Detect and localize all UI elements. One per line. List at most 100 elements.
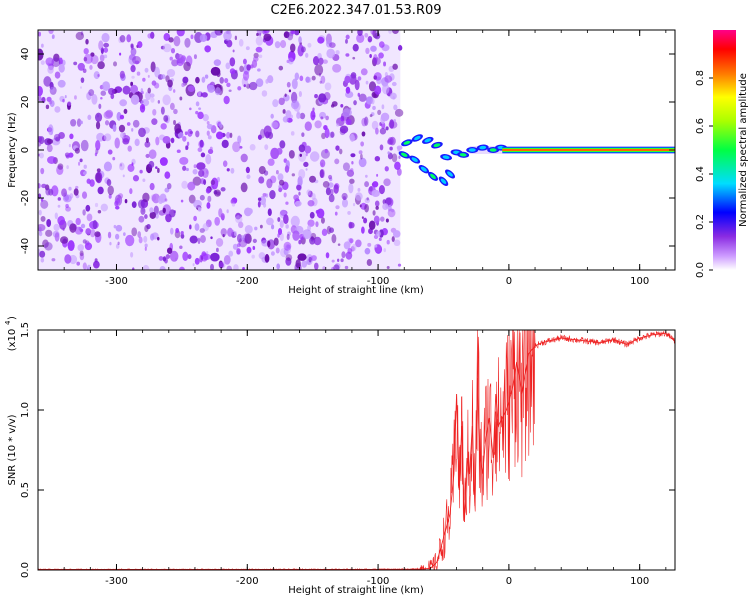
noise-blob — [397, 147, 401, 152]
noise-blob — [119, 114, 125, 120]
noise-blob — [283, 214, 289, 225]
noise-blob — [79, 250, 84, 257]
noise-blob — [84, 242, 93, 251]
noise-blob — [43, 76, 52, 87]
noise-blob — [170, 227, 174, 235]
noise-blob — [229, 132, 233, 138]
noise-blob — [124, 198, 128, 204]
noise-blob — [266, 217, 274, 226]
noise-blob — [65, 203, 69, 209]
noise-blob — [40, 60, 45, 65]
noise-blob — [386, 266, 390, 269]
noise-blob — [83, 54, 93, 64]
noise-blob — [352, 202, 356, 207]
noise-blob — [372, 105, 376, 111]
noise-blob — [290, 30, 295, 34]
noise-blob — [294, 72, 300, 81]
noise-blob — [307, 199, 315, 207]
noise-blob — [259, 224, 263, 229]
noise-blob — [107, 231, 112, 239]
noise-blob — [373, 72, 382, 81]
signal-streak-core — [414, 135, 421, 141]
noise-blob — [314, 94, 318, 99]
noise-blob — [290, 91, 298, 104]
noise-blob — [282, 116, 289, 123]
noise-blob — [68, 143, 71, 148]
noise-blob — [98, 103, 102, 110]
noise-blob — [378, 41, 385, 48]
noise-blob — [75, 31, 85, 41]
signal-streak-core — [489, 148, 497, 152]
noise-blob — [298, 90, 302, 97]
noise-blob — [270, 121, 279, 129]
noise-blob — [131, 227, 138, 237]
snr-panel: -300 -200 -100 0 100 0.0 0.5 1.0 1.5 Height of … — [4, 316, 676, 596]
noise-blob — [182, 251, 189, 262]
noise-blob — [258, 252, 266, 260]
noise-blob — [318, 93, 327, 103]
noise-blob — [286, 31, 294, 41]
noise-blob — [104, 120, 110, 126]
noise-blob — [315, 209, 320, 214]
noise-blob — [202, 253, 211, 261]
noise-blob — [244, 207, 252, 217]
noise-blob — [167, 79, 173, 88]
noise-blob — [285, 254, 293, 262]
noise-blob — [201, 76, 206, 83]
noise-blob — [230, 199, 234, 204]
noise-blob — [279, 140, 286, 149]
noise-blob — [91, 94, 98, 105]
noise-blob — [243, 84, 246, 88]
noise-blob — [275, 170, 279, 175]
noise-blob — [145, 91, 152, 101]
noise-blob — [259, 32, 262, 37]
noise-blob — [95, 140, 101, 151]
noise-blob — [284, 93, 287, 97]
noise-blob — [349, 133, 355, 142]
y-multiplier-exponent: 4 — [4, 320, 12, 325]
noise-blob — [187, 85, 195, 92]
noise-blob — [267, 131, 274, 140]
noise-blob — [199, 139, 204, 148]
noise-blob — [61, 188, 67, 197]
noise-blob — [351, 160, 354, 165]
noise-blob — [218, 208, 223, 218]
colorbar-label: Normalized spectral amplitude — [738, 73, 749, 227]
noise-blob — [173, 89, 176, 93]
noise-blob — [202, 114, 209, 122]
noise-blob — [315, 221, 319, 228]
noise-blob — [222, 160, 228, 167]
noise-blob — [383, 248, 387, 253]
noise-blob — [232, 243, 239, 250]
noise-blob — [261, 90, 268, 97]
noise-blob — [166, 183, 172, 190]
noise-blob — [132, 56, 141, 65]
noise-blob — [329, 188, 334, 196]
noise-blob — [69, 133, 74, 140]
noise-blob — [298, 168, 306, 180]
noise-blob — [57, 197, 61, 201]
noise-blob — [385, 218, 389, 223]
noise-blob — [207, 84, 216, 93]
noise-blob — [163, 32, 171, 41]
noise-blob — [363, 217, 368, 224]
noise-blob — [150, 61, 156, 73]
noise-blob — [151, 80, 157, 86]
noise-blob — [77, 244, 84, 252]
noise-blob — [335, 50, 340, 55]
noise-blob — [318, 57, 324, 65]
noise-blob — [394, 161, 401, 171]
colorbar-tick-label: 0.4 — [695, 166, 706, 182]
noise-blob — [368, 186, 373, 192]
noise-blob — [298, 239, 302, 245]
noise-blob — [326, 48, 336, 59]
noise-blob — [353, 100, 357, 106]
y-tick-label: 0.5 — [20, 482, 31, 498]
noise-blob — [149, 207, 154, 214]
noise-blob — [150, 233, 155, 241]
noise-blob — [320, 168, 325, 179]
noise-blob — [246, 174, 251, 180]
noise-blob — [235, 212, 242, 220]
noise-blob — [237, 135, 242, 144]
noise-blob — [305, 52, 309, 58]
